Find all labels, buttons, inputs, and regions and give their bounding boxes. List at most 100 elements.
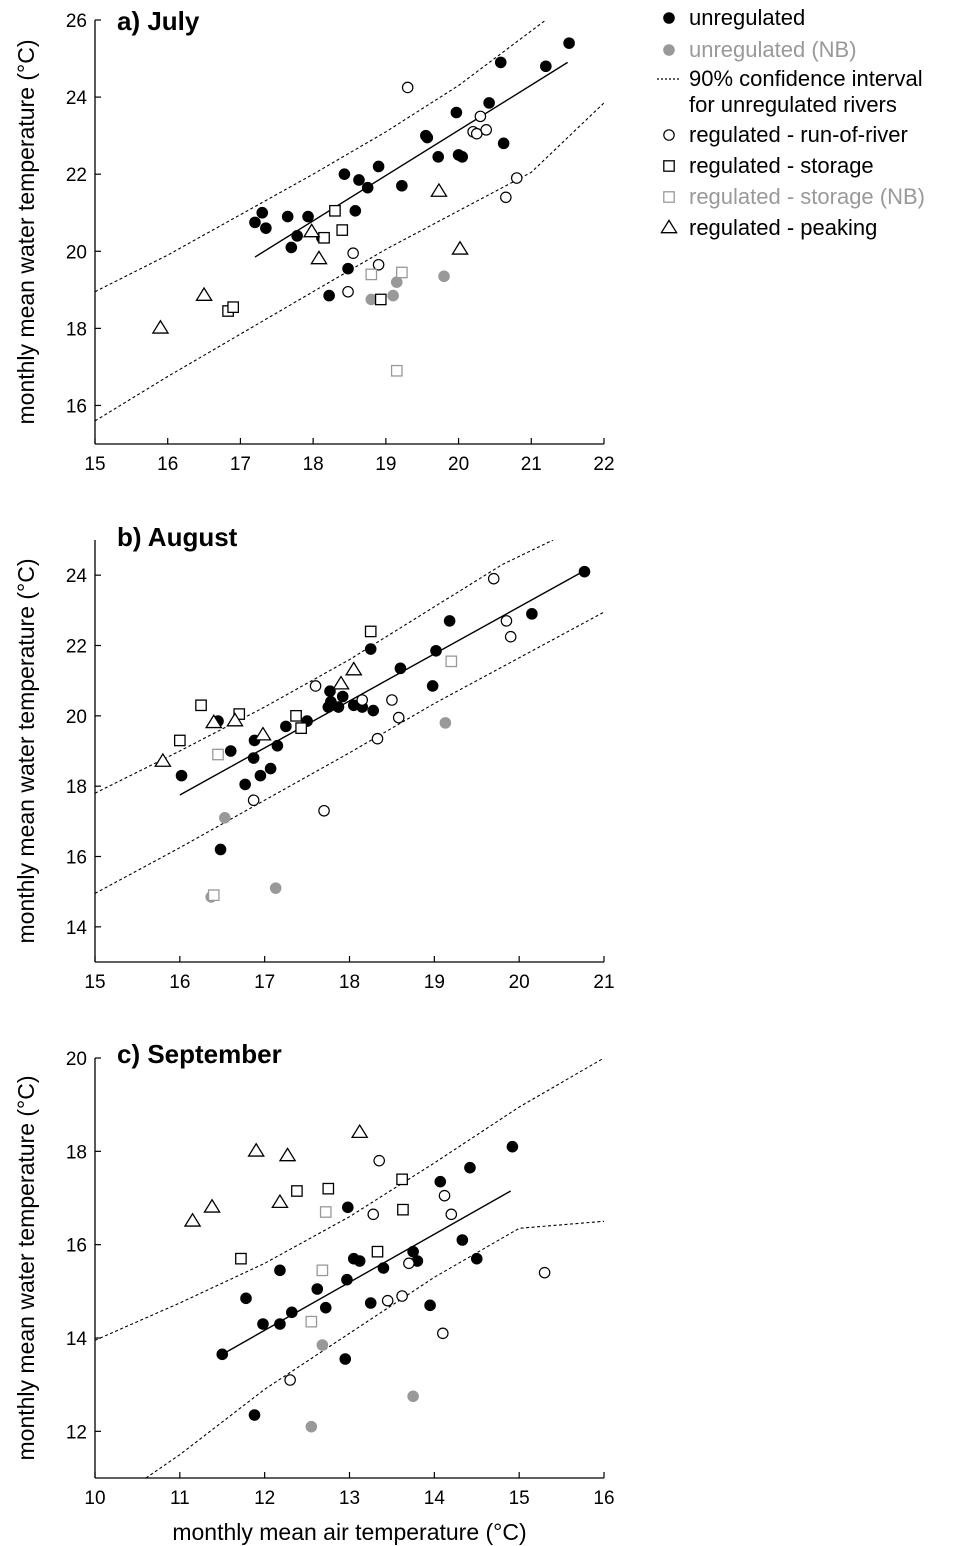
legend-marker bbox=[663, 44, 675, 56]
data-point bbox=[240, 1292, 252, 1305]
x-axis-label: monthly mean air temperature (°C) bbox=[172, 1519, 526, 1545]
data-point bbox=[386, 694, 398, 706]
series-storage_nb bbox=[305, 1206, 332, 1328]
x-tick-label: 17 bbox=[254, 972, 275, 993]
ci-upper-line bbox=[95, 1058, 604, 1341]
x-tick-label: 20 bbox=[448, 454, 469, 475]
data-point bbox=[224, 745, 237, 757]
data-point bbox=[396, 1290, 408, 1302]
data-point bbox=[285, 241, 298, 254]
data-point bbox=[390, 364, 403, 377]
data-point bbox=[373, 1154, 385, 1167]
x-tick-label: 15 bbox=[84, 454, 105, 475]
legend-marker bbox=[663, 129, 675, 141]
data-point bbox=[183, 1212, 202, 1227]
ci-upper-line bbox=[95, 540, 554, 794]
data-point bbox=[451, 240, 469, 255]
legend-label: 90% confidence interval bbox=[689, 66, 923, 91]
legend-item-5: regulated - storage (NB) bbox=[663, 184, 925, 209]
data-point bbox=[280, 720, 292, 733]
series-storage bbox=[235, 1173, 409, 1265]
data-point bbox=[500, 191, 512, 204]
panel-1: 15 16 17 18 19 20 21 14 16 18 20 22 24 b) August month… bbox=[13, 522, 615, 993]
data-point bbox=[500, 615, 513, 627]
data-point bbox=[456, 151, 469, 163]
legend-item-1: unregulated (NB) bbox=[663, 37, 857, 62]
x-tick-label: 21 bbox=[521, 454, 542, 475]
data-point bbox=[291, 1185, 303, 1197]
data-point bbox=[437, 1327, 449, 1340]
data-point bbox=[377, 1262, 390, 1274]
data-point bbox=[247, 1142, 265, 1157]
legend-item-0: unregulated bbox=[663, 5, 805, 30]
data-point bbox=[421, 131, 434, 144]
data-point bbox=[319, 1206, 332, 1218]
data-point bbox=[254, 769, 267, 782]
x-tick-label: 20 bbox=[509, 972, 530, 993]
x-tick-label: 12 bbox=[254, 1488, 275, 1509]
data-point bbox=[227, 301, 240, 314]
data-point bbox=[407, 1390, 419, 1403]
data-point bbox=[205, 714, 223, 729]
data-point bbox=[353, 174, 365, 186]
data-point bbox=[361, 181, 374, 194]
data-point bbox=[464, 1161, 476, 1174]
x-tick-label: 21 bbox=[593, 972, 614, 993]
data-point bbox=[342, 285, 354, 298]
series-unregulated bbox=[216, 1140, 519, 1421]
x-tick-label: 22 bbox=[593, 454, 614, 475]
data-point bbox=[318, 231, 330, 244]
legend-label: regulated - storage bbox=[689, 153, 874, 178]
data-point bbox=[338, 168, 351, 180]
x-tick-label: 15 bbox=[509, 1488, 530, 1509]
y-tick-label: 20 bbox=[66, 1049, 87, 1070]
legend-item-4: regulated - storage bbox=[663, 153, 874, 178]
data-point bbox=[497, 137, 510, 150]
data-point bbox=[311, 1283, 324, 1295]
data-point bbox=[290, 709, 302, 722]
data-point bbox=[310, 250, 328, 265]
data-point bbox=[305, 1420, 318, 1433]
data-point bbox=[563, 37, 575, 49]
data-point bbox=[397, 1203, 409, 1216]
series-unregulated_nb bbox=[365, 270, 450, 306]
data-point bbox=[319, 1301, 332, 1314]
regression-line bbox=[254, 61, 569, 258]
x-tick-label: 16 bbox=[593, 1488, 614, 1509]
chart-legend: unregulated unregulated (NB) 90% confidenc… bbox=[657, 5, 925, 240]
data-point bbox=[372, 258, 385, 271]
data-point bbox=[332, 675, 350, 690]
data-point bbox=[281, 210, 294, 223]
data-point bbox=[430, 644, 442, 657]
data-point bbox=[278, 1147, 297, 1162]
data-point bbox=[396, 1173, 408, 1186]
data-point bbox=[494, 56, 507, 69]
y-axis-label: monthly mean water temperature (°C) bbox=[13, 39, 39, 424]
data-point bbox=[434, 1175, 447, 1188]
y-tick-label: 20 bbox=[66, 707, 87, 728]
data-point bbox=[364, 1297, 377, 1309]
data-point bbox=[254, 726, 272, 741]
y-tick-label: 14 bbox=[66, 1329, 88, 1350]
y-tick-label: 16 bbox=[66, 396, 87, 417]
data-point bbox=[342, 1201, 354, 1214]
y-tick-label: 26 bbox=[66, 11, 87, 32]
data-point bbox=[540, 60, 552, 73]
data-point bbox=[214, 843, 227, 856]
data-point bbox=[510, 172, 523, 184]
data-point bbox=[248, 1409, 261, 1421]
data-point bbox=[216, 1348, 229, 1361]
y-tick-label: 16 bbox=[66, 1236, 87, 1257]
data-point bbox=[264, 762, 277, 775]
y-tick-label: 14 bbox=[66, 918, 88, 939]
data-point bbox=[364, 643, 377, 655]
data-point bbox=[195, 286, 213, 301]
data-point bbox=[483, 97, 495, 109]
data-point bbox=[578, 565, 591, 578]
series-storage bbox=[173, 625, 377, 747]
legend-item-6: regulated - peaking bbox=[660, 215, 877, 240]
series-peaking bbox=[154, 661, 363, 767]
data-point bbox=[353, 1255, 366, 1267]
data-point bbox=[257, 1318, 269, 1330]
data-point bbox=[154, 752, 172, 767]
